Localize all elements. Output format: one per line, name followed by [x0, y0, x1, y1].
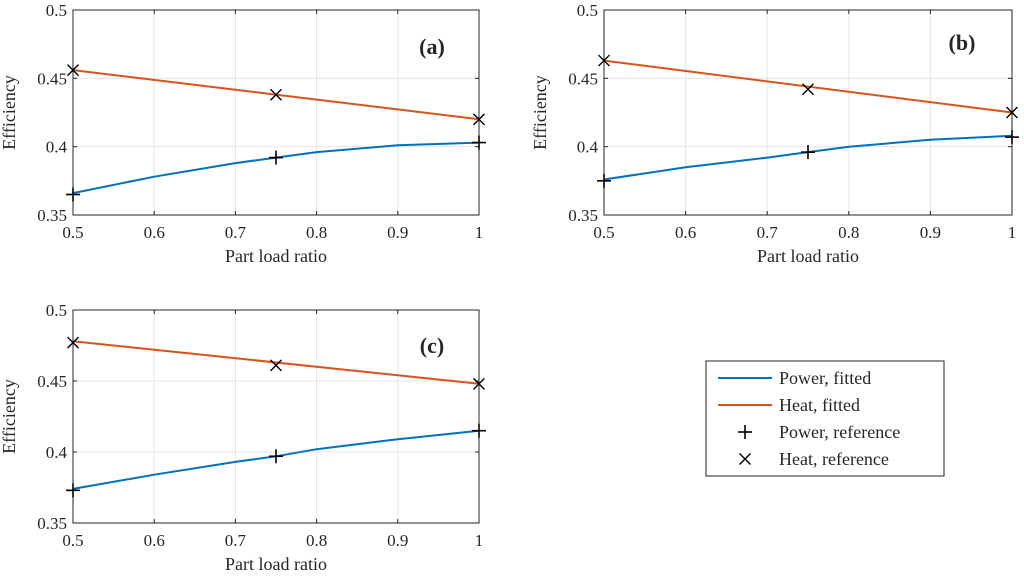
x-tick-label: 1: [1008, 223, 1017, 242]
chart-panel-1: 0.5 0.6 0.7 0.8 0.9 1 0.35 0.4 0.45 0.5 Part load …: [0, 1, 486, 266]
legend-label: Heat, reference: [779, 449, 889, 469]
x-axis-label: Part load ratio: [225, 246, 327, 266]
legend-label: Power, fitted: [779, 368, 871, 388]
series-line-heat-fitted: [72, 340, 480, 385]
x-tick-label: 0.7: [757, 223, 779, 242]
legend-label: Power, reference: [779, 422, 900, 442]
y-tick-label: 0.5: [577, 1, 598, 20]
legend-item: Power, fitted: [718, 368, 871, 388]
power-reference-marker: [801, 145, 815, 160]
heat-reference-marker: [270, 359, 282, 372]
chart-panel-2: 0.5 0.6 0.7 0.8 0.9 1 0.35 0.4 0.45 0.5 Part load …: [530, 1, 1019, 266]
panel-label: (a): [419, 34, 445, 59]
power-reference-marker: [597, 173, 611, 188]
series-line-heat-fitted: [603, 59, 1013, 114]
legend-label: Heat, fitted: [779, 395, 860, 415]
legend-item: Heat, fitted: [718, 395, 860, 415]
chart-panel-3: 0.5 0.6 0.7 0.8 0.9 1 0.35 0.4 0.45 0.5 Part load …: [0, 301, 486, 574]
y-tick-label: 0.45: [37, 69, 67, 88]
y-tick-label: 0.4: [46, 138, 68, 157]
panel-label: (c): [420, 333, 444, 358]
x-tick-label: 1: [475, 223, 484, 242]
x-tick-label: 0.7: [225, 223, 247, 242]
cross-marker-b: [270, 359, 282, 372]
power-reference-marker: [472, 423, 486, 438]
panel-label: (b): [949, 30, 976, 55]
y-tick-label: 0.5: [46, 301, 67, 320]
heat-reference-marker: [67, 64, 79, 77]
cross-marker-b: [67, 64, 79, 77]
x-axis-label: Part load ratio: [757, 246, 859, 266]
x-tick-label: 0.5: [62, 531, 83, 550]
x-tick-label: 0.9: [387, 531, 408, 550]
power-reference-marker: [472, 135, 486, 150]
cross-marker-b: [473, 377, 485, 390]
plot-area: [73, 10, 479, 215]
heat-reference-marker: [802, 83, 814, 96]
x-tick-label: 0.6: [675, 223, 696, 242]
cross-marker-b: [1006, 106, 1018, 119]
y-tick-label: 0.5: [46, 1, 67, 20]
legend: Power, fitted Heat, fitted Power, referenc…: [705, 360, 945, 477]
y-axis-label: Efficiency: [530, 75, 550, 150]
cross-marker-b: [802, 83, 814, 96]
cross-marker-b: [473, 113, 485, 126]
power-reference-marker: [1005, 130, 1019, 145]
axes-box: [72, 9, 480, 216]
y-tick-label: 0.4: [577, 138, 599, 157]
x-tick-label: 0.6: [144, 531, 165, 550]
power-reference-marker: [269, 449, 283, 464]
heat-reference-marker: [1006, 106, 1018, 119]
y-tick-label: 0.45: [37, 372, 67, 391]
y-tick-label: 0.35: [37, 206, 67, 225]
cross-marker-b: [598, 54, 610, 67]
y-tick-label: 0.45: [568, 69, 598, 88]
x-axis-label: Part load ratio: [225, 554, 327, 574]
power-reference-marker: [66, 187, 80, 202]
heat-reference-marker: [270, 88, 282, 101]
x-tick-label: 0.7: [225, 531, 247, 550]
heat-reference-marker: [598, 54, 610, 67]
cross-marker-b: [270, 88, 282, 101]
plot-area: [73, 310, 479, 523]
y-tick-label: 0.4: [46, 443, 68, 462]
axes-box: [72, 309, 480, 524]
y-axis-label: Efficiency: [0, 379, 19, 454]
x-tick-label: 0.8: [838, 223, 859, 242]
x-tick-label: 0.5: [62, 223, 83, 242]
legend-box: [705, 360, 945, 477]
power-reference-marker: [269, 150, 283, 165]
heat-reference-marker: [473, 377, 485, 390]
y-tick-label: 0.35: [568, 206, 598, 225]
heat-reference-marker: [67, 336, 79, 349]
legend-item: Heat, reference: [739, 449, 889, 469]
x-tick-label: 0.5: [593, 223, 614, 242]
x-tick-label: 0.8: [306, 531, 327, 550]
legend-item: Power, reference: [738, 422, 900, 442]
x-tick-label: 1: [475, 531, 484, 550]
legend-cross-b: [739, 453, 751, 465]
x-tick-label: 0.9: [920, 223, 941, 242]
x-tick-label: 0.6: [144, 223, 165, 242]
x-tick-label: 0.9: [387, 223, 408, 242]
heat-reference-marker: [473, 113, 485, 126]
plot-area: [604, 10, 1012, 215]
y-tick-label: 0.35: [37, 514, 67, 533]
power-reference-marker: [66, 483, 80, 498]
x-tick-label: 0.8: [306, 223, 327, 242]
cross-marker-b: [67, 336, 79, 349]
y-axis-label: Efficiency: [0, 75, 19, 150]
